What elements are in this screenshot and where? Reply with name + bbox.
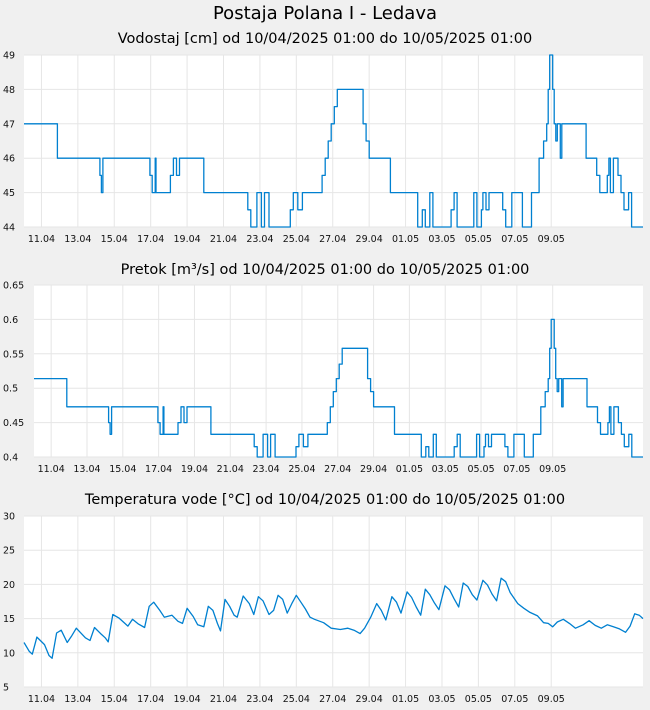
y-tick-label: 15 <box>3 614 15 625</box>
x-tick-label: 05.05 <box>465 234 492 245</box>
y-tick-label: 10 <box>3 648 15 659</box>
y-tick-label: 0.6 <box>3 315 18 326</box>
x-tick-label: 27.04 <box>319 694 346 705</box>
y-tick-label: 0.55 <box>3 349 24 360</box>
y-tick-label: 46 <box>3 154 15 165</box>
x-tick-label: 21.04 <box>217 464 244 475</box>
x-tick-label: 13.04 <box>73 464 100 475</box>
x-tick-label: 09.05 <box>538 694 565 705</box>
station-title: Postaja Polana I - Ledava <box>212 3 438 24</box>
y-tick-label: 49 <box>3 51 15 62</box>
series-line <box>24 54 643 228</box>
x-tick-label: 23.04 <box>246 234 273 245</box>
x-tick-label: 11.04 <box>28 234 55 245</box>
x-tick-label: 19.04 <box>181 464 208 475</box>
flow-chart-title: Pretok [m³/s] od 10/04/2025 01:00 do 10/… <box>120 262 530 278</box>
x-tick-label: 25.04 <box>283 234 310 245</box>
flow-chart: 0.4 0.45 0.5 0.55 0.6 0.65 11.04 13.04 15.04 17.0… <box>3 281 643 475</box>
x-tick-label: 07.05 <box>501 694 528 705</box>
x-tick-label: 29.04 <box>356 234 383 245</box>
x-tick-label: 27.04 <box>324 464 351 475</box>
x-tick-label: 15.04 <box>101 694 128 705</box>
y-tick-label: 44 <box>3 223 15 234</box>
y-tick-label: 25 <box>3 546 15 557</box>
x-tick-label: 21.04 <box>210 234 237 245</box>
x-tick-label: 03.05 <box>432 464 459 475</box>
water-level-chart-title: Vodostaj [cm] od 10/04/2025 01:00 do 10/… <box>117 31 533 47</box>
x-tick-label: 17.04 <box>137 694 164 705</box>
x-tick-label: 23.04 <box>246 694 273 705</box>
y-tick-label: 20 <box>3 580 15 591</box>
x-tick-label: 21.04 <box>210 694 237 705</box>
x-tick-label: 01.05 <box>396 464 423 475</box>
x-tick-label: 25.04 <box>288 464 315 475</box>
x-tick-label: 03.05 <box>428 694 455 705</box>
x-tick-label: 19.04 <box>173 694 200 705</box>
x-tick-label: 05.05 <box>465 694 492 705</box>
y-tick-label: 5 <box>3 683 9 694</box>
x-tick-label: 09.05 <box>538 234 565 245</box>
x-tick-label: 23.04 <box>253 464 280 475</box>
y-tick-label: 48 <box>3 85 15 96</box>
y-tick-label: 45 <box>3 188 15 199</box>
y-tick-label: 0.65 <box>3 281 24 292</box>
plot-area <box>24 516 643 687</box>
x-tick-label: 25.04 <box>283 694 310 705</box>
x-tick-label: 07.05 <box>501 234 528 245</box>
y-tick-label: 0.45 <box>3 418 24 429</box>
x-tick-label: 17.04 <box>137 234 164 245</box>
plot-area <box>24 55 643 227</box>
plot-area <box>34 285 643 457</box>
x-tick-label: 05.05 <box>467 464 494 475</box>
y-tick-label: 0.5 <box>3 384 18 395</box>
water-level-chart: 44 45 46 47 48 49 11.04 13.04 15.04 17.04 19.04 21.… <box>3 51 643 245</box>
water-temperature-chart-title: Temperatura vode [°C] od 10/04/2025 01:0… <box>84 492 566 508</box>
x-tick-label: 19.04 <box>173 234 200 245</box>
x-tick-label: 07.05 <box>503 464 530 475</box>
y-tick-label: 47 <box>3 119 15 130</box>
water-temperature-chart: 5 10 15 20 25 30 11.04 13.04 15.04 17.04 19.04 21.0… <box>3 512 644 705</box>
x-tick-label: 29.04 <box>356 694 383 705</box>
x-tick-label: 15.04 <box>109 464 136 475</box>
x-tick-label: 13.04 <box>64 234 91 245</box>
x-tick-label: 01.05 <box>392 694 419 705</box>
x-tick-label: 11.04 <box>38 464 65 475</box>
x-tick-label: 29.04 <box>360 464 387 475</box>
x-tick-label: 03.05 <box>428 234 455 245</box>
y-tick-label: 30 <box>3 512 15 523</box>
x-tick-label: 11.04 <box>28 694 55 705</box>
x-tick-label: 13.04 <box>64 694 91 705</box>
series-line <box>34 318 643 458</box>
x-tick-label: 01.05 <box>392 234 419 245</box>
x-tick-label: 15.04 <box>101 234 128 245</box>
x-tick-label: 09.05 <box>539 464 566 475</box>
x-tick-label: 27.04 <box>319 234 346 245</box>
series-line <box>23 577 644 659</box>
y-tick-label: 0.4 <box>3 453 18 464</box>
x-tick-label: 17.04 <box>145 464 172 475</box>
